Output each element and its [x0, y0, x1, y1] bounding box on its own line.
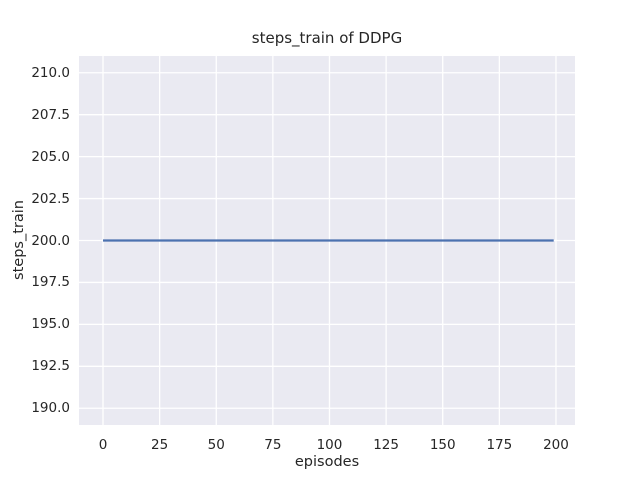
- y-tick-label: 210.0: [31, 64, 70, 81]
- x-tick-label: 25: [151, 437, 169, 453]
- x-tick-label: 125: [373, 437, 399, 453]
- y-tick-label: 202.5: [31, 190, 70, 207]
- y-tick-label: 207.5: [31, 106, 70, 123]
- y-tick-label: 192.5: [31, 358, 70, 375]
- x-tick-label: 100: [316, 437, 343, 453]
- x-tick-label: 200: [543, 437, 569, 453]
- y-tick-label: 190.0: [31, 400, 70, 417]
- x-tick-label: 175: [486, 437, 513, 453]
- y-tick-label: 197.5: [31, 274, 70, 291]
- x-tick-label: 0: [98, 437, 108, 453]
- chart-title: steps_train of DDPG: [251, 29, 403, 47]
- x-tick-label: 50: [207, 437, 225, 453]
- x-tick-label: 75: [264, 437, 282, 453]
- y-tick-label: 200.0: [31, 232, 70, 249]
- y-tick-label: 205.0: [31, 148, 70, 165]
- x-tick-label: 150: [429, 437, 456, 453]
- y-tick-label: 195.0: [31, 316, 70, 333]
- x-axis-label: episodes: [294, 454, 360, 470]
